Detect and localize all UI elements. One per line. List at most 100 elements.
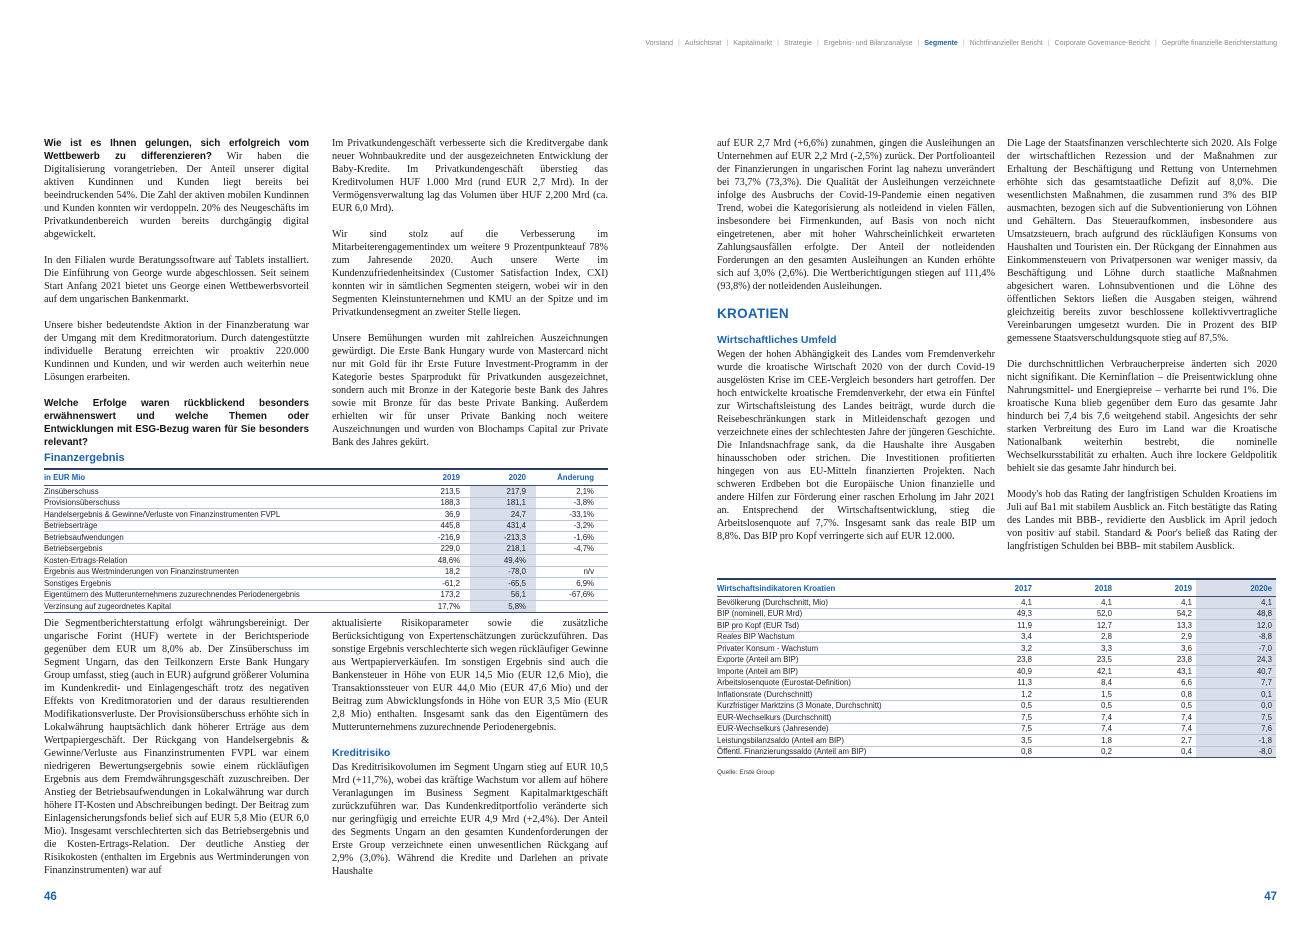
nav-item-aufsichtsrat[interactable]: Aufsichtsrat	[684, 40, 722, 47]
table-cell-value: 5,8%	[470, 600, 536, 613]
body-paragraph: auf EUR 2,7 Mrd (+6,6%) zunahmen, gingen…	[717, 138, 995, 292]
table-row-label: BIP pro Kopf (EUR Tsd)	[717, 619, 956, 632]
table-row-label: Reales BIP Wachstum	[717, 631, 956, 643]
table-cell-value: 181,1	[470, 497, 536, 509]
table-label-column-header: Wirtschaftsindikatoren Kroatien	[717, 578, 956, 597]
table-cell-value: 3,2	[956, 642, 1036, 655]
breadcrumb: Vorstand | Aufsichtsrat | Kapitalmarkt | Strat…	[645, 40, 1277, 47]
table-cell-value: 18,2	[398, 566, 470, 578]
table-cell-value: 4,1	[1036, 596, 1116, 609]
table-cell-value: -65,5	[470, 577, 536, 590]
table-row: Exporte (Anteil am BIP) 23,8 23,5 23,8 24,3	[717, 654, 1276, 666]
table-row-label: Kosten-Ertrags-Relation	[44, 554, 398, 567]
table-cell-value: -213,3	[470, 531, 536, 544]
table-cell-value: 0,0	[1196, 700, 1276, 712]
table-row: Kurzfristiger Marktzins (3 Monate, Durch…	[717, 700, 1276, 712]
indicators-table-block: Wirtschaftsindikatoren Kroatien 2017 2018 2…	[717, 578, 1276, 776]
table-cell-value: 11,3	[956, 677, 1036, 689]
nav-item-ergebnis-und-bilanzanalyse[interactable]: Ergebnis- und Bilanzanalyse	[823, 40, 913, 47]
table-cell-value: 23,8	[956, 654, 1036, 666]
body-paragraph: Wir sind stolz auf die Verbesserung im M…	[332, 229, 608, 318]
table-cell-value: 2,8	[1036, 631, 1116, 643]
table-row: Bevölkerung (Durchschnitt, Mio) 4,1 4,1 4,1…	[717, 596, 1276, 609]
breadcrumb-separator: |	[1047, 40, 1050, 47]
table-cell-value: -78,0	[470, 566, 536, 578]
table-cell-value: -4,7%	[536, 543, 608, 555]
table-cell-value: 6,6	[1116, 677, 1196, 689]
table-cell-value: 2,9	[1116, 631, 1196, 643]
table-cell-value: 3,3	[1036, 642, 1116, 655]
table-cell-value: 52,0	[1036, 608, 1116, 620]
table-cell-value: 48,8	[1196, 608, 1276, 620]
table-cell-value: 8,4	[1036, 677, 1116, 689]
table-cell-value: 7,5	[1196, 711, 1276, 724]
breadcrumb-separator: |	[726, 40, 729, 47]
table-cell-value: -67,6%	[536, 589, 608, 601]
finanzergebnis-table-block: Finanzergebnis in EUR Mio 2019 2020 Änderun…	[44, 452, 608, 613]
table-cell-value: 213,5	[398, 485, 470, 498]
indicators-table: Wirtschaftsindikatoren Kroatien 2017 2018 2…	[717, 578, 1276, 758]
body-paragraph: Die Segmentberichterstattung erfolgt wäh…	[44, 618, 309, 876]
table-cell-value: 7,4	[1116, 711, 1196, 724]
table-cell-value: -8,0	[1196, 746, 1276, 758]
table-row: Inflationsrate (Durchschnitt) 1,2 1,5 0,8 0,…	[717, 688, 1276, 701]
table-label-column-header: in EUR Mio	[44, 470, 398, 486]
table-cell-value: 7,7	[1196, 677, 1276, 689]
table-cell-value: 188,3	[398, 497, 470, 509]
interview-question-1: Wie ist es Ihnen gelungen, sich erfolgre…	[44, 138, 309, 162]
table-cell-value: 40,9	[956, 665, 1036, 678]
table-row: Reales BIP Wachstum 3,4 2,8 2,9 -8,8	[717, 631, 1276, 643]
table-cell-value: -8,8	[1196, 631, 1276, 643]
interview-answer-1: Wir haben die Digitalisierung vorangetri…	[44, 151, 309, 240]
table-cell-value: 2,7	[1116, 734, 1196, 747]
nav-item-corporate-governance-bericht[interactable]: Corporate Governance-Bericht	[1054, 40, 1150, 47]
table-row: EUR-Wechselkurs (Durchschnitt) 7,5 7,4 7,4 7…	[717, 711, 1276, 724]
nav-item-segmente[interactable]: Segmente	[924, 40, 958, 47]
table-cell-value: 36,9	[398, 508, 470, 521]
table-row-label: Zinsüberschuss	[44, 485, 398, 498]
table-cell-value	[536, 554, 608, 567]
table-cell-value: -1,8	[1196, 734, 1276, 747]
table-row: Eigentümern des Mutterunternehmens zuzur…	[44, 589, 608, 601]
body-paragraph: In den Filialen wurde Beratungssoftware …	[44, 255, 309, 305]
table-row: Zinsüberschuss 213,5 217,9 2,1%	[44, 485, 608, 498]
kroatien-section-heading: KROATIEN	[717, 306, 789, 321]
table-row: Betriebserträge 445,8 431,4 -3,2%	[44, 520, 608, 532]
table-header-row: Wirtschaftsindikatoren Kroatien 2017 2018 2…	[717, 578, 1276, 597]
table-cell-value: 173,2	[398, 589, 470, 601]
table-row-label: Eigentümern des Mutterunternehmens zuzur…	[44, 589, 398, 601]
table-cell-value: 3,6	[1116, 642, 1196, 655]
table-year-column-header: 2020	[470, 470, 536, 486]
table-row: Leistungsbilanzsaldo (Anteil am BIP) 3,5 1…	[717, 734, 1276, 747]
table-row-label: EUR-Wechselkurs (Durchschnitt)	[717, 711, 956, 724]
nav-item-vorstand[interactable]: Vorstand	[645, 40, 673, 47]
table-row-label: EUR-Wechselkurs (Jahresende)	[717, 723, 956, 735]
table-cell-value: 42,1	[1036, 665, 1116, 678]
table-cell-value: 4,1	[956, 596, 1036, 609]
page-number-left: 46	[44, 891, 57, 903]
table-cell-value: -216,9	[398, 531, 470, 544]
breadcrumb-separator: |	[917, 40, 920, 47]
table-row-label: Arbeitslosenquote (Eurostat-Definition)	[717, 677, 956, 689]
table-cell-value: 6,9%	[536, 577, 608, 590]
body-paragraph: Wegen der hohen Abhängigkeit des Landes …	[717, 349, 995, 542]
table-cell-value: 0,5	[1036, 700, 1116, 712]
table-cell-value: 218,1	[470, 543, 536, 555]
table-cell-value: 7,4	[1036, 723, 1116, 735]
left-column-2-top: Im Privatkundengeschäft verbesserte sich…	[332, 137, 608, 449]
wirtschaftliches-umfeld-heading: Wirtschaftliches Umfeld	[717, 334, 837, 346]
table-cell-value: 11,9	[956, 619, 1036, 632]
table-cell-value: 3,4	[956, 631, 1036, 643]
table-row-label: Exporte (Anteil am BIP)	[717, 654, 956, 666]
nav-item-kapitalmarkt[interactable]: Kapitalmarkt	[733, 40, 773, 47]
nav-item-strategie[interactable]: Strategie	[783, 40, 812, 47]
table-cell-value: 1,5	[1036, 688, 1116, 701]
table-row-label: Privater Konsum - Wachstum	[717, 642, 956, 655]
breadcrumb-separator: |	[1154, 40, 1157, 47]
table-row: Privater Konsum - Wachstum 3,2 3,3 3,6 -7,0	[717, 642, 1276, 655]
nav-item-nichtfinanzieller-bericht[interactable]: Nichtfinanzieller Bericht	[969, 40, 1043, 47]
table-row-label: Sonstiges Ergebnis	[44, 577, 398, 590]
nav-item-geprüfte-finanzielle-berichterstattung[interactable]: Geprüfte finanzielle Berichterstattung	[1161, 40, 1277, 47]
table-cell-value: 13,3	[1116, 619, 1196, 632]
table-cell-value: 4,1	[1116, 596, 1196, 609]
